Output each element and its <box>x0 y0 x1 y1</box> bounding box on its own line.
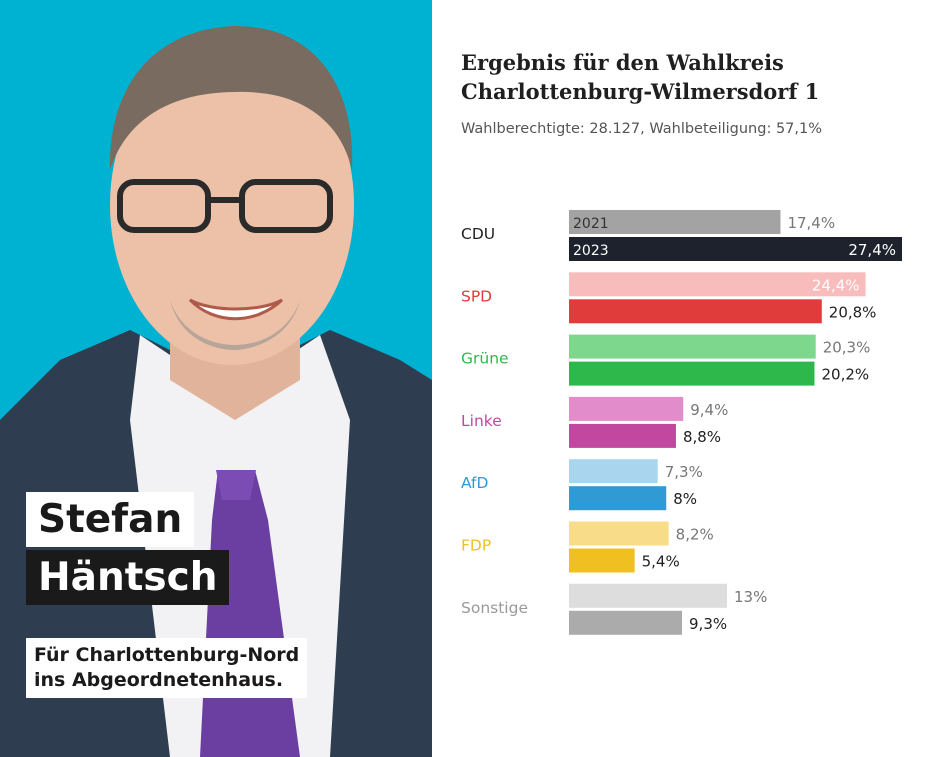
results-panel: Ergebnis für den Wahlkreis Charlottenbur… <box>432 0 940 757</box>
bar-2021 <box>569 521 669 546</box>
bar-2021 <box>569 583 727 608</box>
value-label-2023: 8,8% <box>683 428 721 446</box>
value-label-2021: 20,3% <box>823 339 871 357</box>
bar-2021 <box>569 459 658 484</box>
value-label-2021: 9,4% <box>690 401 728 419</box>
bar-chart: CDU 17,4% 27,4% 2021 2023 SPD 24,4% 20,8% Grüne 2… <box>461 210 902 635</box>
bar-2023 <box>569 610 683 635</box>
category-label: Grüne <box>461 350 509 368</box>
value-label-2021: 24,4% <box>812 276 860 294</box>
value-label-2021: 13% <box>734 588 767 606</box>
bar-2023 <box>569 486 667 511</box>
value-label-2021: 8,2% <box>676 526 714 544</box>
value-label-2023: 20,2% <box>821 366 869 384</box>
chart-title-line-2: Charlottenburg-Wilmersdorf 1 <box>461 79 820 104</box>
campaign-slogan: Für Charlottenburg-Nord ins Abgeordneten… <box>26 638 308 698</box>
bar-2021 <box>569 396 684 421</box>
series-label-2021: 2021 <box>573 216 609 232</box>
slogan-line-1: Für Charlottenburg-Nord <box>34 644 300 666</box>
category-label: FDP <box>461 537 491 555</box>
value-label-2023: 9,3% <box>689 615 727 633</box>
slogan-line-2: ins Abgeordnetenhaus. <box>34 669 284 691</box>
candidate-last-name: Häntsch <box>26 550 230 605</box>
candidate-first-name: Stefan <box>26 492 195 547</box>
bar-2023 <box>569 299 822 324</box>
bar-2023 <box>569 237 902 261</box>
chart-title: Ergebnis für den Wahlkreis Charlottenbur… <box>461 48 819 106</box>
bar-2023 <box>569 548 635 573</box>
category-label: SPD <box>461 287 492 305</box>
category-label: Linke <box>461 412 502 430</box>
series-label-2023: 2023 <box>573 243 609 259</box>
bar-2023 <box>569 361 815 386</box>
category-label: Sonstige <box>461 599 528 617</box>
value-label-2023: 27,4% <box>848 241 896 259</box>
value-label-2023: 8% <box>673 490 697 508</box>
value-label-2021: 7,3% <box>665 463 703 481</box>
category-label: CDU <box>461 225 495 243</box>
bar-2023 <box>569 423 676 448</box>
candidate-poster: Stefan Häntsch Für Charlottenburg-Nord i… <box>0 0 432 757</box>
bar-2021 <box>569 210 781 234</box>
chart-subtitle: Wahlberechtigte: 28.127, Wahlbeteiligung… <box>461 121 823 137</box>
bar-2021 <box>569 272 866 297</box>
bar-2021 <box>569 334 816 359</box>
value-label-2021: 17,4% <box>787 214 835 232</box>
value-label-2023: 5,4% <box>642 553 680 571</box>
value-label-2023: 20,8% <box>829 303 877 321</box>
chart-title-line-1: Ergebnis für den Wahlkreis <box>461 50 784 75</box>
category-label: AfD <box>461 474 489 492</box>
